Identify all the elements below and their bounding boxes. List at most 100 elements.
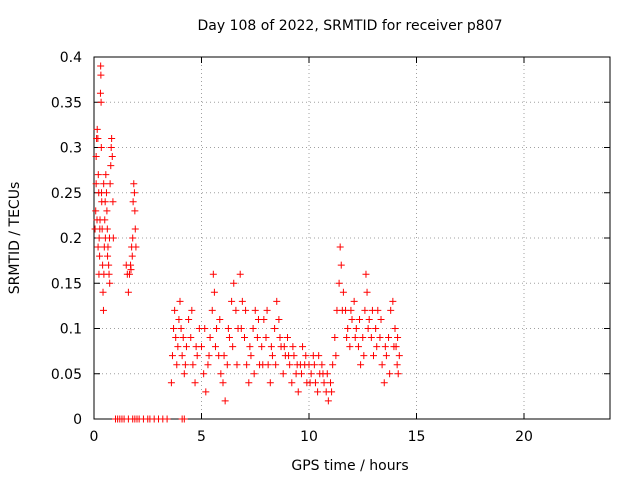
y-tick-label: 0.35 (51, 95, 82, 111)
data-point (92, 180, 100, 188)
data-point (127, 266, 135, 274)
data-point (201, 325, 209, 332)
data-point (394, 370, 402, 378)
data-point (318, 361, 326, 369)
data-point (329, 361, 337, 369)
data-point (92, 207, 100, 215)
data-point (106, 180, 114, 188)
x-tick-label: 0 (90, 429, 99, 445)
data-point (105, 270, 113, 278)
data-point (107, 162, 115, 170)
data-point (128, 252, 136, 260)
data-point (368, 306, 376, 314)
data-point (173, 361, 181, 369)
data-point (200, 370, 208, 378)
data-point (99, 261, 107, 269)
data-point (381, 343, 389, 351)
data-point (94, 243, 102, 251)
data-point (174, 343, 182, 351)
axis-ticks (93, 56, 610, 420)
y-tick-label: 0.15 (51, 276, 82, 292)
data-point (238, 297, 246, 305)
data-point (204, 361, 212, 369)
data-point (331, 334, 339, 342)
data-point (245, 379, 253, 387)
data-point (250, 370, 258, 378)
data-point (246, 343, 254, 351)
y-tick-label: 0 (73, 412, 82, 428)
data-point (363, 288, 371, 296)
data-point (247, 352, 255, 360)
data-point (170, 325, 178, 332)
data-point (97, 144, 105, 151)
data-point (380, 379, 388, 387)
data-point (241, 334, 248, 342)
data-point (254, 315, 262, 323)
x-tick-label: 5 (197, 429, 206, 445)
data-point (372, 325, 380, 332)
data-point (346, 343, 354, 351)
data-points (91, 62, 403, 423)
data-point (221, 397, 229, 405)
y-tick-label: 0.3 (60, 141, 82, 157)
data-point (233, 361, 241, 369)
data-point (356, 315, 364, 323)
data-point (293, 361, 301, 369)
data-point (228, 297, 236, 305)
data-point (180, 415, 188, 423)
data-point (327, 379, 334, 387)
data-point (243, 361, 251, 369)
data-point (236, 270, 244, 278)
data-point (320, 379, 328, 387)
x-tick-label: 10 (300, 429, 318, 445)
data-point (96, 89, 104, 97)
data-point (288, 379, 296, 387)
data-point (97, 62, 105, 70)
data-point (360, 352, 368, 360)
axis-tick-labels: 0 5 10 15 20 0 0.05 0.1 0.15 0.2 0.25 0.3 0.35 0.4 (51, 50, 533, 445)
data-point (99, 288, 107, 296)
data-point (249, 325, 257, 332)
data-point (377, 315, 385, 323)
data-point (357, 361, 365, 369)
data-point (251, 306, 259, 314)
data-point (229, 343, 237, 351)
data-point (92, 153, 100, 161)
data-point (171, 306, 179, 314)
y-axis-label: SRMTID / TECUs (7, 182, 23, 295)
data-point (285, 352, 293, 360)
data-point (100, 180, 108, 188)
data-point (220, 352, 228, 360)
data-point (105, 261, 113, 269)
data-point (180, 370, 188, 378)
data-point (223, 361, 231, 369)
data-point (130, 180, 138, 188)
data-point (101, 216, 109, 224)
data-point (101, 234, 109, 242)
data-point (94, 171, 102, 179)
x-axis-label: GPS time / hours (291, 458, 408, 474)
data-point (237, 325, 245, 332)
data-point (273, 297, 281, 305)
data-point (188, 306, 196, 314)
data-point (351, 334, 359, 342)
data-point (367, 334, 375, 342)
data-point (302, 352, 310, 360)
data-point (182, 343, 190, 351)
data-point (387, 306, 395, 314)
data-point (210, 288, 218, 296)
y-tick-label: 0.25 (51, 186, 82, 202)
data-point (361, 306, 369, 314)
data-point (339, 288, 347, 296)
data-point (390, 343, 398, 351)
data-point (131, 207, 139, 215)
data-point (130, 189, 138, 197)
data-point (258, 343, 266, 351)
data-point (314, 388, 322, 396)
data-point (343, 334, 351, 342)
data-point (373, 343, 381, 351)
data-point (96, 225, 104, 233)
data-point (230, 279, 238, 287)
data-point (323, 370, 331, 378)
data-point (299, 343, 307, 351)
